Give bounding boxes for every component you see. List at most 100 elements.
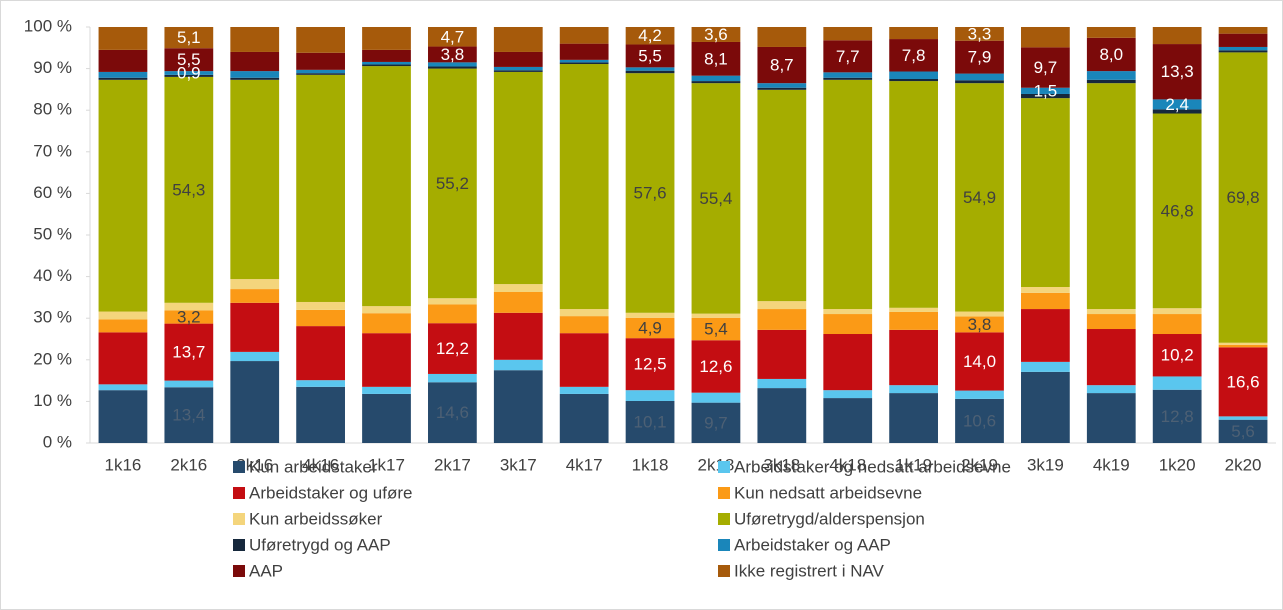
data-label: 8,0 <box>1099 45 1123 64</box>
bar-segment <box>1086 393 1136 443</box>
data-label: 1,5 <box>1034 81 1058 100</box>
data-label: 5,5 <box>177 50 201 69</box>
y-tick-label: 70 % <box>33 141 72 160</box>
bar-segment <box>1086 309 1136 315</box>
bar-segment <box>625 27 675 45</box>
data-label: 5,4 <box>704 320 728 339</box>
bar-segment <box>296 73 345 75</box>
legend-label: Kun arbeidssøker <box>249 509 383 528</box>
data-label: 9,7 <box>1034 58 1058 77</box>
legend-label: Kun arbeidstaker <box>249 457 378 476</box>
bar-segment <box>296 326 345 381</box>
bar-segment <box>559 64 609 310</box>
data-label: 69,8 <box>1227 188 1260 207</box>
data-label: 12,6 <box>699 357 732 376</box>
bar-segment <box>1152 334 1202 377</box>
bar-segment <box>164 302 214 311</box>
bar-segment <box>164 74 214 77</box>
legend-swatch <box>718 487 730 499</box>
data-label: 10,1 <box>634 412 667 431</box>
bar-segment <box>955 27 1004 41</box>
legend-swatch <box>233 461 245 473</box>
bar-segment <box>691 317 741 341</box>
bar-segment <box>428 66 477 69</box>
bar-segment <box>757 46 807 84</box>
legend-swatch <box>233 513 245 525</box>
bar-segment <box>493 359 543 371</box>
legend-label: Uføretrygd og AAP <box>249 535 391 554</box>
data-label: 3,2 <box>177 307 201 326</box>
legend-label: Arbeidstaker og nedsatt arbeidsevne <box>734 457 1011 476</box>
bar-segment <box>691 392 741 403</box>
bar-segment <box>1218 347 1268 417</box>
bar-segment <box>98 71 148 78</box>
y-tick-label: 10 % <box>33 391 72 410</box>
bar-segment <box>493 312 543 360</box>
bar-segment <box>164 48 214 72</box>
legend-label: Ikke registrert i NAV <box>734 561 885 580</box>
bar-segment <box>1086 27 1136 38</box>
bar-segment <box>428 373 477 383</box>
bar-segment <box>98 79 148 312</box>
bar-segment <box>1086 385 1136 394</box>
data-label: 3,3 <box>968 24 992 43</box>
bar-segment <box>955 398 1004 443</box>
x-tick-label: 1k19 <box>895 455 932 474</box>
bar-segment <box>955 83 1004 312</box>
bar-segment <box>164 323 214 381</box>
bar-segment <box>493 284 543 292</box>
bar-segment <box>1152 109 1202 114</box>
bar-segment <box>823 334 873 391</box>
bar-segment <box>362 313 411 334</box>
data-label: 55,4 <box>699 189 732 208</box>
y-tick-label: 0 % <box>43 432 72 451</box>
bar-segment <box>493 291 543 313</box>
x-tick-label: 1k17 <box>368 455 405 474</box>
bar-segment <box>1086 314 1136 330</box>
bar-segment <box>362 333 411 387</box>
bar-segment <box>362 393 411 443</box>
bar-segment <box>559 316 609 334</box>
data-label: 13,3 <box>1161 62 1194 81</box>
bar-segment <box>493 70 543 72</box>
y-tick-label: 100 % <box>24 16 72 35</box>
bar-segment <box>1152 113 1202 309</box>
data-label: 7,9 <box>968 48 992 67</box>
bar-segment <box>955 73 1004 81</box>
bar-segment <box>1152 314 1202 335</box>
data-label: 12,8 <box>1161 407 1194 426</box>
bar-segment <box>757 301 807 310</box>
bar-segment <box>757 329 807 379</box>
bar-segment <box>1218 50 1268 53</box>
bar-segment <box>889 39 938 72</box>
bar-segment <box>296 309 345 327</box>
bar-segment <box>362 49 411 62</box>
bar-segment <box>493 27 543 52</box>
data-label: 8,1 <box>704 49 728 68</box>
data-label: 16,6 <box>1227 372 1260 391</box>
data-label: 4,7 <box>441 27 465 46</box>
bar-segment <box>493 370 543 443</box>
bar-segment <box>1021 27 1070 48</box>
bar-segment <box>625 338 675 391</box>
bar-segment <box>296 69 345 74</box>
bar-segment <box>889 71 938 79</box>
legend-label: Arbeidstaker og AAP <box>734 535 891 554</box>
data-label: 8,7 <box>770 56 794 75</box>
bar-segment <box>428 68 477 299</box>
bar-segment <box>757 378 807 389</box>
bar-segment <box>625 67 675 71</box>
bar-segment <box>296 52 345 70</box>
bar-segment <box>164 310 214 324</box>
bar-segment <box>362 386 411 394</box>
bar-segment <box>1218 52 1268 343</box>
x-tick-label: 4k16 <box>302 455 339 474</box>
bar-segment <box>1021 361 1070 372</box>
bar-segment <box>1152 44 1202 100</box>
x-tick-label: 4k18 <box>829 455 866 474</box>
bar-segment <box>757 83 807 88</box>
data-label: 12,2 <box>436 339 469 358</box>
bar-segment <box>889 81 938 308</box>
bar-segment <box>889 27 938 40</box>
